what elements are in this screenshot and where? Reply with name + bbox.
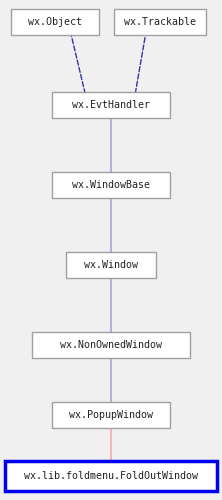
- Text: wx.PopupWindow: wx.PopupWindow: [69, 410, 153, 420]
- Bar: [11, 9, 99, 35]
- Text: wx.Object: wx.Object: [28, 17, 82, 27]
- Text: wx.lib.foldmenu.FoldOutWindow: wx.lib.foldmenu.FoldOutWindow: [24, 471, 198, 481]
- Text: wx.EvtHandler: wx.EvtHandler: [72, 100, 150, 110]
- Bar: [52, 402, 170, 428]
- Text: wx.Window: wx.Window: [84, 260, 138, 270]
- Bar: [32, 332, 190, 358]
- Text: wx.Trackable: wx.Trackable: [124, 17, 196, 27]
- Bar: [5, 461, 217, 491]
- Text: wx.NonOwnedWindow: wx.NonOwnedWindow: [60, 340, 162, 350]
- Bar: [66, 252, 156, 278]
- Text: wx.WindowBase: wx.WindowBase: [72, 180, 150, 190]
- Bar: [114, 9, 206, 35]
- Bar: [52, 172, 170, 198]
- Bar: [52, 92, 170, 118]
